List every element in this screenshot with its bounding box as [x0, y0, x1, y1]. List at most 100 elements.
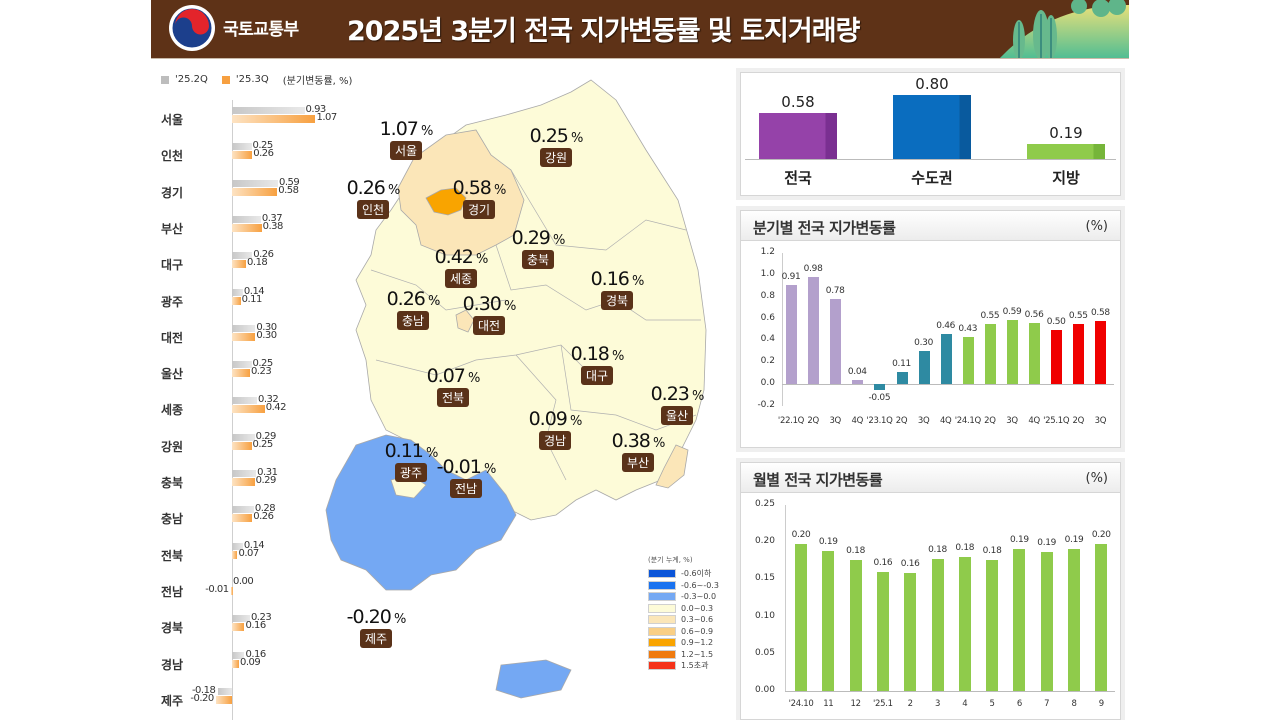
- y-tick: -0.2: [757, 400, 775, 410]
- monthly-bar: [1040, 551, 1053, 691]
- quarterly-x-label: 2Q: [807, 416, 819, 426]
- map-legend-label: 0.6~0.9: [681, 626, 714, 636]
- quarterly-bar: [896, 372, 908, 385]
- monthly-bar-label: 0.18: [955, 543, 975, 554]
- bar-cur: [232, 441, 252, 450]
- quarterly-x-label: '24.1Q: [954, 416, 981, 426]
- quarterly-bar: [852, 379, 864, 385]
- summary-panel: 0.58 전국 0.80 수도권 0.19 지방: [740, 72, 1121, 196]
- summary-value: 0.58: [781, 92, 815, 111]
- monthly-x-label: '25.1: [873, 699, 893, 709]
- region-label: 서울: [161, 113, 184, 127]
- region-label: 강원: [161, 439, 184, 454]
- bar-prev: [232, 361, 252, 369]
- value-cur: 0.18: [247, 257, 268, 269]
- region-row: 광주 0.14 0.11: [151, 285, 321, 321]
- quarterly-bar-label: 0.58: [1090, 307, 1110, 318]
- percent-sign: %: [417, 124, 433, 139]
- map-legend-label: 1.5초과: [681, 661, 709, 671]
- map-legend-swatch: [648, 638, 676, 648]
- monthly-x-label: '24.10: [788, 699, 814, 709]
- region-row: 서울 0.93 1.07: [151, 103, 337, 139]
- bar-cur: [232, 478, 255, 486]
- map-region-경북: 0.16 % 경북: [577, 268, 657, 310]
- monthly-bar-label: 0.19: [1064, 534, 1084, 545]
- monthly-x-label: 8: [1071, 699, 1077, 709]
- map-region-tag: 인천: [356, 200, 390, 219]
- x-axis: [785, 691, 1115, 692]
- korea-map: 1.07 % 서울 0.25 % 강원 0.26 % 인천 0.58 % 경기 0.29 % 충북…: [316, 70, 716, 710]
- value-cur: 0.30: [256, 329, 277, 341]
- zero-line: [782, 384, 1114, 386]
- value-prev: 0.25: [252, 140, 274, 152]
- percent-sign: %: [500, 299, 516, 314]
- map-region-대구: 0.18 % 대구: [557, 343, 637, 385]
- region-chart-legend: '25.2Q '25.3Q (분기변동률, %): [161, 72, 352, 87]
- monthly-bar-label: 0.16: [900, 559, 920, 570]
- map-legend-label: -0.6이하: [681, 569, 712, 579]
- quarterly-bar: [830, 298, 842, 385]
- monthly-bar: [931, 559, 944, 691]
- y-tick: 0.25: [754, 499, 775, 509]
- map-region-서울: 1.07 % 서울: [366, 118, 446, 160]
- map-region-광주: 0.11 % 광주: [371, 440, 451, 482]
- bar-prev: [232, 288, 243, 296]
- quarterly-bar: [786, 284, 797, 385]
- quarterly-bar-label: 0.46: [936, 320, 956, 331]
- value-cur: 0.09: [240, 656, 261, 668]
- region-label: 광주: [161, 294, 184, 309]
- map-legend-swatch: [648, 615, 676, 625]
- region-row: 대구 0.26 0.18: [151, 248, 321, 284]
- percent-sign: %: [549, 233, 565, 248]
- quarterly-bar-label: 0.55: [1068, 311, 1088, 322]
- percent-sign: %: [464, 371, 480, 386]
- monthly-bar-label: 0.18: [846, 546, 866, 557]
- region-row: 세종 0.32 0.42: [151, 393, 321, 429]
- monthly-unit: (%): [1085, 471, 1109, 486]
- bar-cur: [232, 332, 256, 341]
- map-legend-item: 1.5초과: [648, 660, 728, 672]
- region-label: 대전: [161, 330, 184, 345]
- map-region-경기: 0.58 % 경기: [439, 177, 519, 219]
- quarterly-bar: [984, 324, 996, 385]
- monthly-x-label: 9: [1098, 699, 1104, 709]
- map-legend-label: 0.0~0.3: [681, 603, 714, 613]
- value-prev: 0.23: [250, 612, 272, 624]
- quarterly-x-label: 4Q: [851, 416, 864, 426]
- region-row: 전북 0.14 0.07: [151, 539, 321, 575]
- bar-prev: [232, 143, 252, 151]
- region-label: 제주: [161, 693, 184, 708]
- quarterly-bar: [1095, 320, 1107, 385]
- map-region-tag: 충북: [521, 250, 555, 269]
- y-tick: 0.10: [754, 610, 775, 621]
- map-legend-swatch: [648, 569, 676, 579]
- map-legend-item: 0.6~0.9: [648, 626, 728, 638]
- monthly-bar: [904, 573, 917, 691]
- percent-sign: %: [628, 274, 644, 289]
- monthly-x-label: 11: [823, 699, 834, 709]
- value-cur: 0.07: [238, 547, 259, 559]
- map-region-tag: 경북: [600, 291, 634, 310]
- bar-prev: [232, 651, 245, 659]
- value-prev: -0.18: [191, 684, 216, 696]
- summary-baseline: [745, 159, 1116, 160]
- value-cur: 0.58: [278, 184, 299, 196]
- y-tick: 0.6: [760, 312, 775, 323]
- monthly-chart: 0.25 0.20 0.15 0.10 0.05 0.00 0.20 '24.10 0.19 11…: [741, 493, 1120, 719]
- quarterly-title: 분기별 전국 지가변동률: [753, 219, 896, 237]
- quarterly-x-label: '23.1Q: [866, 416, 893, 426]
- bar-cur: [232, 369, 250, 378]
- bar-prev: [232, 252, 253, 260]
- region-row: 강원 0.29 0.25: [151, 430, 321, 466]
- map-region-인천: 0.26 % 인천: [333, 177, 413, 219]
- monthly-bar-label: 0.19: [818, 537, 838, 548]
- y-axis: [782, 253, 783, 406]
- monthly-x-label: 12: [850, 699, 861, 709]
- value-cur: -0.01: [205, 583, 229, 595]
- quarterly-chart: 1.2 1.0 0.8 0.6 0.4 0.2 0.0 -0.2 0.91 '22.1Q 0.98 2…: [741, 241, 1120, 447]
- monthly-x-label: 2: [907, 699, 913, 709]
- bar-prev: [232, 433, 255, 441]
- region-row: 충남 0.28 0.26: [151, 502, 321, 538]
- map-region-tag: 세종: [444, 269, 478, 288]
- quarterly-x-label: 4Q: [1028, 416, 1040, 426]
